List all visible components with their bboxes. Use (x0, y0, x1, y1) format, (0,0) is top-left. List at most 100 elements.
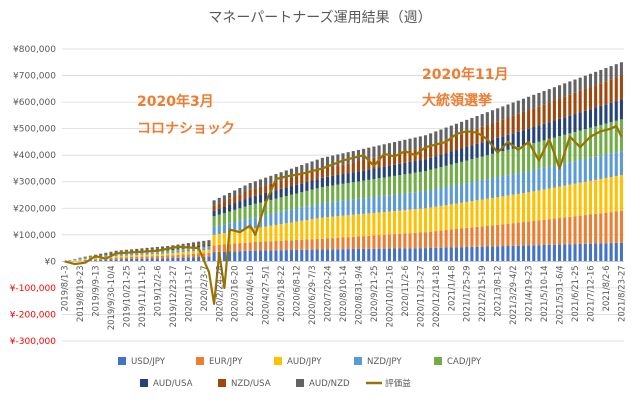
bar-segment (609, 122, 613, 154)
bar-segment (181, 250, 185, 252)
bar-segment (583, 215, 587, 244)
x-tick-label: 2019/9/30-10/4 (106, 265, 116, 330)
bar-segment (243, 242, 247, 251)
bar-segment (408, 173, 412, 193)
bar-segment (439, 247, 443, 262)
bar-segment (485, 124, 489, 141)
bar-segment (305, 163, 309, 173)
x-tick-label: 2020/2/24-28 (214, 265, 224, 322)
bar-segment (418, 248, 422, 262)
bar-segment (145, 247, 149, 250)
bar-segment (578, 243, 582, 262)
bar-segment (341, 249, 345, 262)
bar-segment (124, 254, 128, 256)
bar-segment (398, 194, 402, 211)
bar-segment (506, 117, 510, 135)
bar-segment (604, 104, 608, 124)
bar-segment (573, 244, 577, 262)
bar-segment (217, 197, 221, 204)
bar-segment (614, 101, 618, 121)
bar-segment (253, 203, 257, 218)
y-tick-label: ¥200,000 (13, 204, 56, 214)
bar-segment (264, 226, 268, 242)
bar-segment (295, 240, 299, 250)
bar-segment (171, 249, 175, 252)
bar-segment (212, 226, 216, 235)
legend-swatch (118, 357, 126, 365)
bar-segment (207, 247, 211, 250)
bar-segment (300, 192, 304, 208)
bar-segment (408, 138, 412, 151)
bar-segment (88, 255, 92, 257)
bar-segment (176, 257, 180, 262)
bar-segment (413, 172, 417, 193)
bar-segment (217, 203, 221, 209)
bar-segment (289, 240, 293, 250)
legend-label: AUD/USA (153, 379, 193, 389)
bar-segment (398, 140, 402, 153)
bar-segment (274, 224, 278, 242)
bar-segment (568, 94, 572, 116)
bar-segment (387, 248, 391, 262)
bar-segment (269, 191, 273, 200)
x-tick-label: 2021/5/31-6/4 (555, 265, 565, 324)
bar-segment (351, 236, 355, 250)
bar-segment (485, 179, 489, 199)
bar-segment (135, 253, 139, 255)
bar-segment (279, 211, 283, 225)
bar-segment (269, 241, 273, 251)
bar-segment (527, 171, 531, 193)
x-tick-label: 2019/8/19-23 (75, 265, 85, 322)
bar-segment (439, 188, 443, 206)
legend-label: EUR/JPY (209, 357, 243, 367)
bar-segment (542, 123, 546, 141)
bar-segment (537, 168, 541, 191)
bar-segment (320, 157, 324, 169)
bar-segment (609, 153, 613, 178)
bar-segment (217, 208, 221, 215)
bar-segment (594, 156, 598, 180)
bar-segment (104, 255, 108, 256)
x-tick-label: 2020/6/8-12 (292, 265, 302, 316)
bar-segment (346, 163, 350, 174)
legend-label: CAD/JPY (447, 357, 482, 367)
bar-segment (501, 246, 505, 262)
bar-segment (485, 225, 489, 247)
bar-segment (506, 104, 510, 118)
bar-segment (532, 191, 536, 221)
bar-segment (454, 136, 458, 151)
bar-segment (130, 258, 134, 262)
bar-segment (233, 243, 237, 252)
bar-segment (191, 253, 196, 258)
bar-segment (490, 110, 495, 124)
bar-segment (470, 159, 474, 183)
bar-segment (563, 96, 567, 118)
bar-segment (320, 238, 324, 250)
bar-segment (480, 142, 484, 157)
bar-segment (496, 224, 500, 247)
bar-segment (331, 175, 335, 186)
bar-segment (532, 245, 536, 262)
bar-segment (578, 77, 582, 91)
bar-segment (444, 187, 448, 206)
bar-segment (449, 137, 453, 152)
bar-segment (403, 174, 407, 194)
bar-segment (258, 179, 263, 187)
bar-segment (578, 112, 582, 131)
bar-segment (501, 224, 505, 247)
bar-segment (289, 177, 293, 187)
bar-segment (573, 92, 577, 115)
bar-segment (470, 246, 474, 262)
bar-segment (563, 163, 567, 186)
bar-segment (516, 222, 520, 246)
bar-segment (594, 126, 598, 157)
bar-segment (295, 249, 299, 262)
bar-segment (568, 115, 572, 134)
bar-segment (269, 175, 273, 184)
bar-segment (480, 114, 484, 127)
bar-segment (191, 257, 196, 262)
bar-segment (470, 201, 474, 228)
bar-segment (578, 90, 582, 113)
bar-segment (186, 243, 190, 246)
